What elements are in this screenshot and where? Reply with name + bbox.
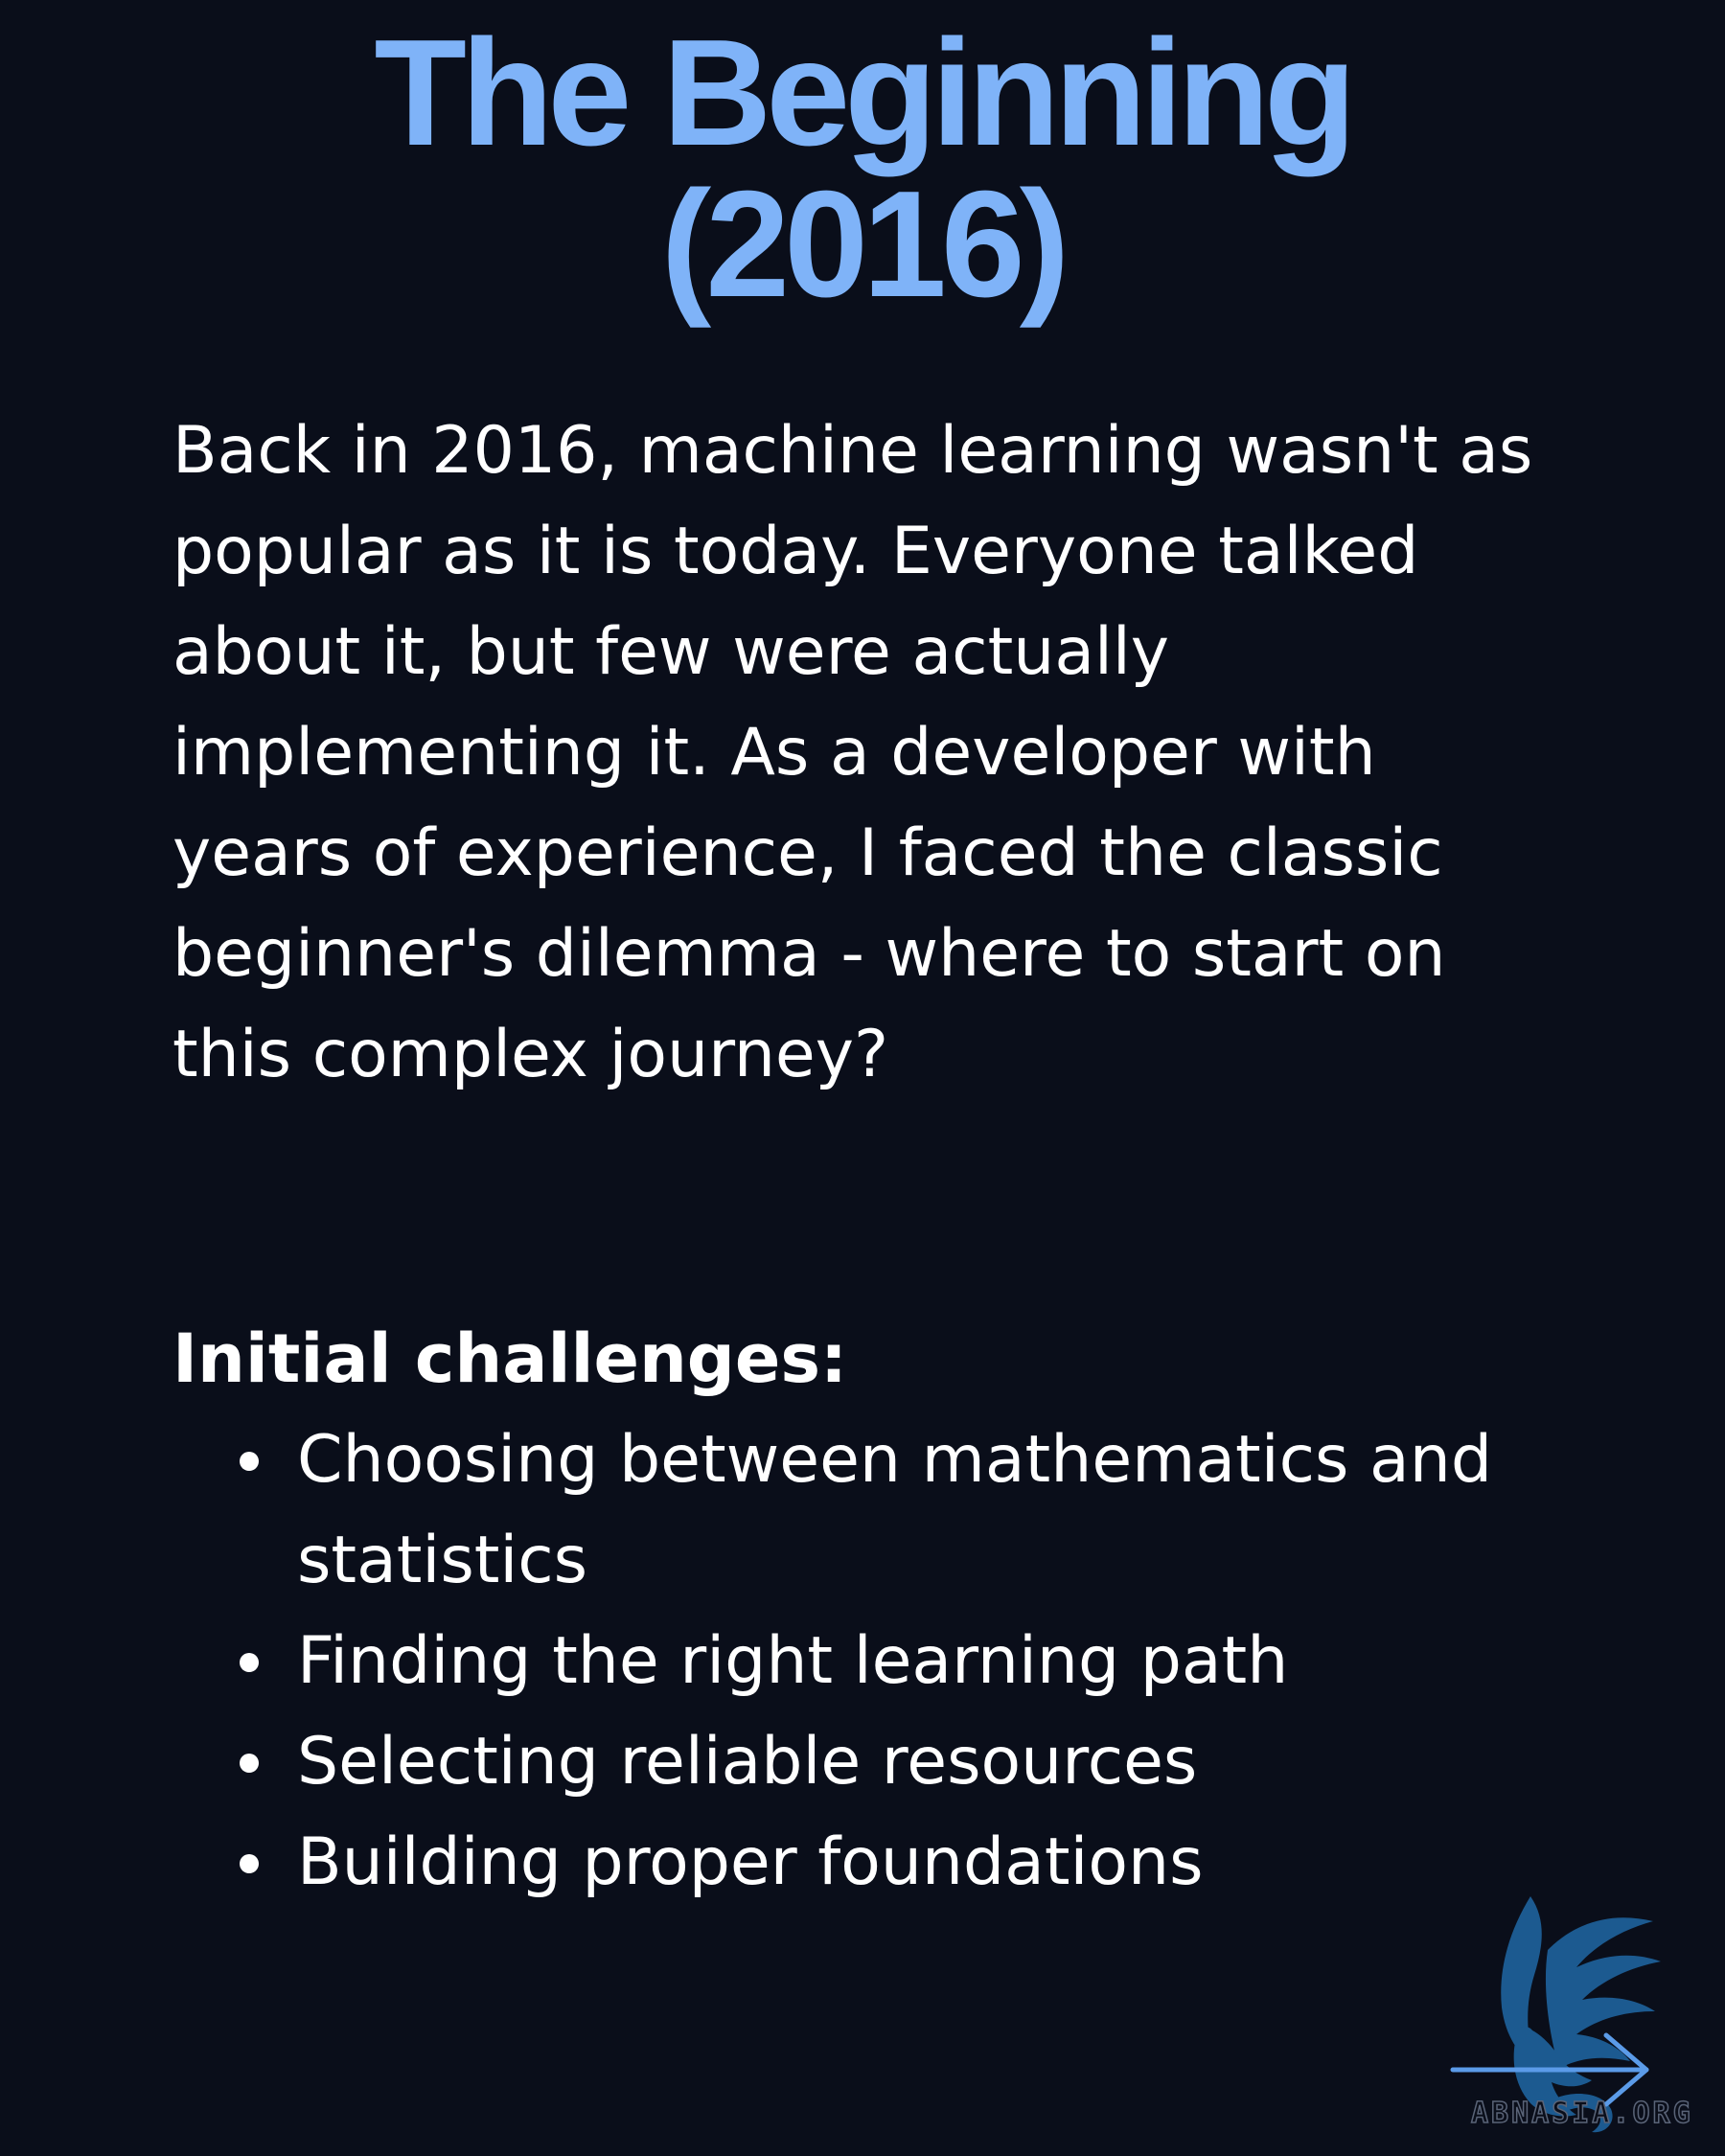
list-item: Selecting reliable resources bbox=[172, 1711, 1572, 1812]
list-item-text: Choosing between mathematics and statist… bbox=[297, 1422, 1492, 1598]
list-item-text: Selecting reliable resources bbox=[297, 1724, 1198, 1800]
list-item-text: Building proper foundations bbox=[297, 1824, 1204, 1900]
bullet-icon bbox=[240, 1754, 259, 1773]
page-title: The Beginning (2016) bbox=[0, 17, 1725, 320]
arrow-right-icon[interactable] bbox=[1449, 2031, 1655, 2108]
intro-paragraph: Back in 2016, machine learning wasn't as… bbox=[172, 413, 1533, 1092]
list-item: Choosing between mathematics and statist… bbox=[172, 1410, 1572, 1611]
challenges-heading: Initial challenges: bbox=[172, 1319, 848, 1398]
challenges-list: Choosing between mathematics and statist… bbox=[172, 1410, 1572, 1913]
list-item: Finding the right learning path bbox=[172, 1611, 1572, 1711]
list-item-text: Finding the right learning path bbox=[297, 1623, 1289, 1699]
title-line-1: The Beginning bbox=[374, 9, 1356, 177]
bullet-icon bbox=[240, 1653, 259, 1672]
list-item: Building proper foundations bbox=[172, 1812, 1572, 1913]
title-line-2: (2016) bbox=[660, 160, 1070, 329]
bullet-icon bbox=[240, 1854, 259, 1873]
bullet-icon bbox=[240, 1452, 259, 1471]
logo-wordmark: ABNASIA.ORG bbox=[1470, 2096, 1693, 2131]
